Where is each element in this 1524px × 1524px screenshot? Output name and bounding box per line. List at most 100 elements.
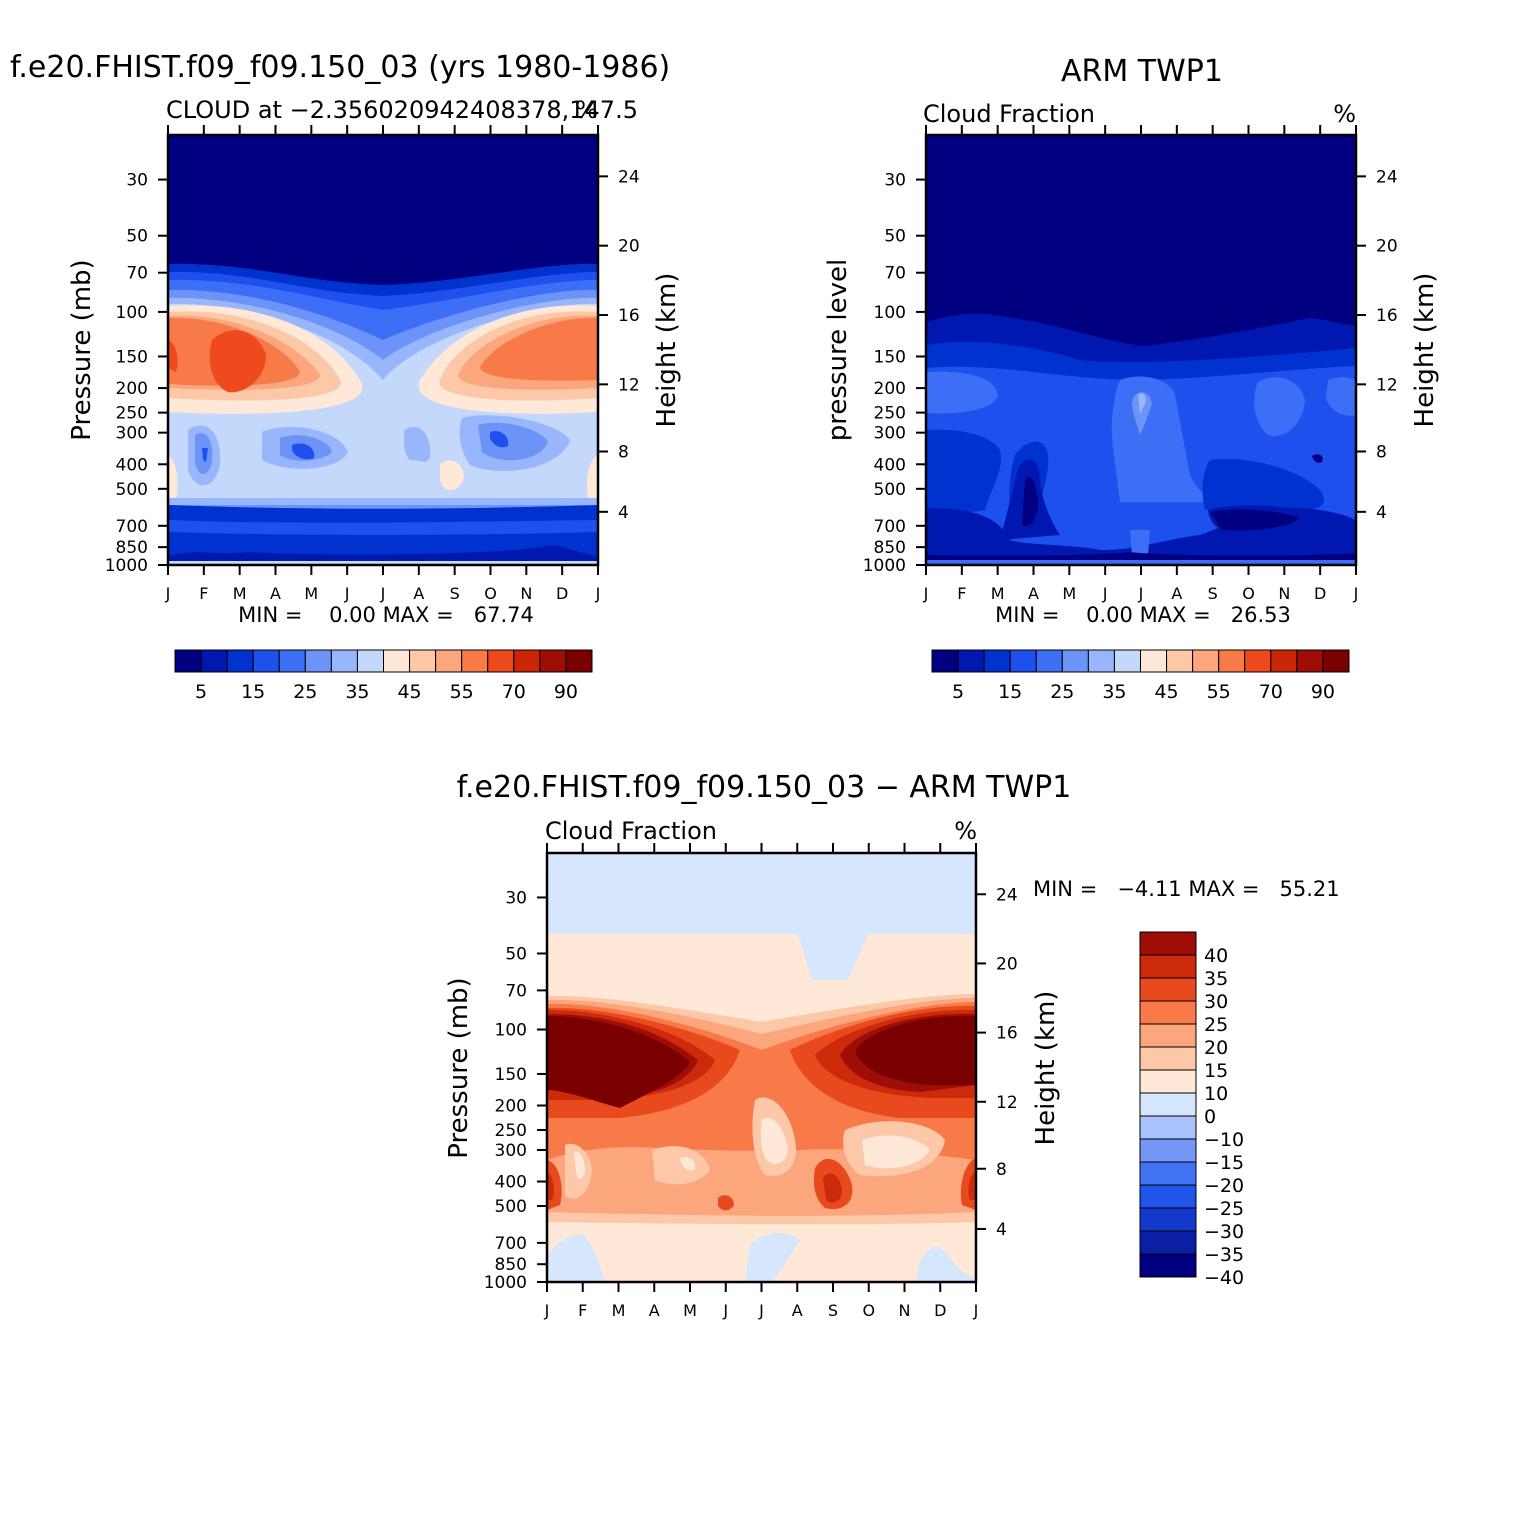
month-tick-label: J: [1138, 584, 1144, 603]
month-tick-label: D: [556, 584, 568, 603]
month-tick-label: N: [1278, 584, 1290, 603]
height-tick-label: 4: [618, 503, 629, 523]
pressure-tick-label: 200: [116, 379, 148, 399]
pressure-tick-label: 1000: [484, 1273, 527, 1293]
colorbar-swatch: [1139, 1207, 1197, 1232]
pressure-tick-label: 500: [116, 480, 148, 500]
colorbar-swatch: [1139, 931, 1197, 956]
pressure-tick-label: 700: [495, 1234, 527, 1254]
colorbar-label: 35: [1204, 968, 1228, 990]
colorbar-swatch: [226, 649, 254, 673]
panel-diff-title: f.e20.FHIST.f09_f09.150_03 − ARM TWP1: [457, 770, 1072, 805]
colorbar-swatch: [1139, 1046, 1197, 1071]
panel-model-colorbar: 5 15 25 35 45 55 70 90: [174, 649, 593, 703]
month-tick-label: J: [544, 1301, 550, 1320]
month-tick-label: A: [649, 1301, 660, 1320]
pressure-tick-label: 1000: [105, 556, 148, 576]
panel-obs-title: ARM TWP1: [1061, 54, 1223, 89]
panel-diff: f.e20.FHIST.f09_f09.150_03 − ARM TWP1 Cl…: [444, 770, 1340, 1320]
pressure-tick-label: 500: [874, 480, 906, 500]
colorbar-label: −25: [1204, 1198, 1244, 1220]
pressure-tick-label: 300: [116, 424, 148, 444]
pressure-tick-label: 150: [874, 347, 906, 367]
colorbar-label: 55: [450, 681, 474, 703]
month-tick-label: A: [1028, 584, 1039, 603]
colorbar-swatch: [539, 649, 567, 673]
panel-diff-units: %: [954, 817, 977, 845]
pressure-tick-label: 100: [116, 303, 148, 323]
colorbar-label: 35: [345, 681, 369, 703]
pressure-tick-label: 150: [116, 347, 148, 367]
pressure-tick-label: 30: [505, 888, 527, 908]
height-tick-label: 16: [618, 306, 640, 326]
colorbar-swatch: [513, 649, 541, 673]
panel-diff-y2label: Height (km): [1031, 991, 1061, 1146]
colorbar-swatch: [278, 649, 306, 673]
month-tick-label: J: [722, 1301, 728, 1320]
colorbar-swatch: [1166, 649, 1194, 673]
height-tick-label: 4: [1376, 503, 1387, 523]
colorbar-label: −20: [1204, 1175, 1244, 1197]
colorbar-swatch: [1139, 977, 1197, 1002]
colorbar-label: 5: [195, 681, 207, 703]
colorbar-swatch: [565, 649, 593, 673]
month-tick-label: J: [1102, 584, 1108, 603]
colorbar-swatch: [1139, 1115, 1197, 1140]
panel-model-ylabel: Pressure (mb): [67, 259, 97, 440]
colorbar-swatch: [383, 649, 411, 673]
height-tick-label: 8: [618, 442, 629, 462]
colorbar-swatch: [435, 649, 463, 673]
height-tick-label: 4: [996, 1220, 1007, 1240]
month-tick-label: D: [934, 1301, 946, 1320]
colorbar-swatch: [1218, 649, 1246, 673]
colorbar-swatch: [1139, 1253, 1197, 1278]
pressure-tick-label: 400: [116, 455, 148, 475]
colorbar-label: 45: [397, 681, 421, 703]
panel-obs-units: %: [1333, 100, 1356, 128]
panel-obs: ARM TWP1 Cloud Fraction %: [823, 54, 1440, 703]
colorbar-swatch: [1244, 649, 1272, 673]
panel-obs-ylabel: pressure level: [823, 259, 853, 441]
height-tick-label: 12: [618, 375, 640, 395]
pressure-tick-label: 200: [874, 379, 906, 399]
pressure-tick-label: 850: [116, 538, 148, 558]
colorbar-label: 35: [1102, 681, 1126, 703]
colorbar-swatch: [983, 649, 1011, 673]
colorbar-label: 90: [1311, 681, 1335, 703]
height-tick-label: 24: [996, 885, 1018, 905]
pressure-tick-label: 300: [874, 424, 906, 444]
height-tick-label: 16: [996, 1024, 1018, 1044]
colorbar-label: 30: [1204, 991, 1228, 1013]
colorbar-swatch: [1139, 1138, 1197, 1163]
height-tick-label: 20: [996, 954, 1018, 974]
pressure-tick-label: 200: [495, 1097, 527, 1117]
panel-diff-minmax: MIN = −4.11 MAX = 55.21: [1033, 877, 1340, 901]
colorbar-swatch: [1139, 954, 1197, 979]
month-tick-label: S: [828, 1301, 838, 1320]
height-tick-label: 20: [618, 237, 640, 257]
colorbar-swatch: [330, 649, 358, 673]
month-tick-label: A: [1171, 584, 1182, 603]
month-tick-label: F: [578, 1301, 587, 1320]
colorbar-label: 70: [502, 681, 526, 703]
month-tick-label: J: [380, 584, 386, 603]
month-tick-label: O: [862, 1301, 875, 1320]
colorbar-swatch: [174, 649, 202, 673]
panel-obs-y2label: Height (km): [1410, 273, 1440, 428]
height-tick-label: 16: [1376, 306, 1398, 326]
month-tick-label: N: [899, 1301, 911, 1320]
month-tick-label: N: [520, 584, 532, 603]
colorbar-label: 25: [1204, 1014, 1228, 1036]
colorbar-swatch: [200, 649, 228, 673]
month-tick-label: J: [165, 584, 171, 603]
colorbar-swatch: [957, 649, 985, 673]
month-tick-label: S: [450, 584, 460, 603]
colorbar-label: 10: [1204, 1083, 1228, 1105]
pressure-tick-label: 300: [495, 1141, 527, 1161]
panel-diff-subtitle: Cloud Fraction: [545, 817, 717, 845]
pressure-tick-label: 700: [116, 517, 148, 537]
month-tick-label: M: [991, 584, 1005, 603]
colorbar-label: 15: [998, 681, 1022, 703]
colorbar-swatch: [1139, 1230, 1197, 1255]
